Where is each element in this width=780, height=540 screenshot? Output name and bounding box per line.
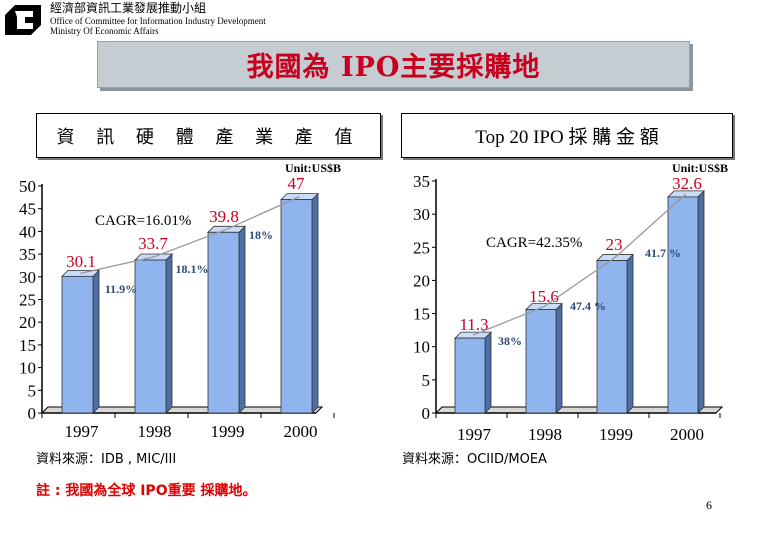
bar xyxy=(596,260,628,414)
bar xyxy=(134,259,167,414)
growth-rate-label: 47.4 % xyxy=(570,299,606,313)
org-name-en: Office of Committee for Information Indu… xyxy=(50,15,266,26)
bar-side xyxy=(165,253,173,414)
left-bar-chart: 0 5 10 15 20 25 30 35 40 45 50 Unit:US$B 1997 30.1 19… xyxy=(19,161,341,441)
x-tick-label: 1998 xyxy=(138,422,172,441)
footnote: 註 : 我國為全球 IPO重要 採購地。 xyxy=(36,483,257,499)
page-number: 6 xyxy=(706,498,712,512)
cagr-label: CAGR=42.35% xyxy=(486,235,582,251)
ministry-name: Ministry Of Economic Affairs xyxy=(50,26,159,37)
bar-side xyxy=(626,253,634,414)
right-bar-chart: 0 5 10 15 20 25 30 35 Unit:US$B 1997 11.3 1998 15.6… xyxy=(413,161,728,444)
growth-trend-line xyxy=(472,193,687,336)
x-tick-label: 1998 xyxy=(528,425,562,444)
growth-rate-label: 41.7 % xyxy=(645,246,681,260)
bar xyxy=(207,231,240,414)
bar-top xyxy=(280,193,319,201)
y-tick-label: 40 xyxy=(19,222,36,241)
committee-logo xyxy=(5,5,41,35)
y-tick-label: 10 xyxy=(413,338,430,357)
bar-side xyxy=(238,225,246,414)
bar-side xyxy=(92,269,100,414)
y-tick-label: 20 xyxy=(19,313,36,332)
title-banner: 我國為 IPO主要採購地 xyxy=(97,41,690,88)
data-label: 30.1 xyxy=(66,252,96,271)
data-label: 15.6 xyxy=(529,287,559,306)
left-chart-source: 資料來源：IDB , MIC/III xyxy=(36,452,177,467)
bar xyxy=(454,337,486,414)
org-name-zh: 經濟部資訊工業發展推動小組 xyxy=(50,1,207,15)
y-tick-label: 0 xyxy=(28,404,37,423)
bar xyxy=(280,199,313,414)
bar-top xyxy=(61,269,100,277)
bar-side xyxy=(555,302,563,414)
x-tick-label: 1999 xyxy=(211,422,245,441)
y-tick-label: 35 xyxy=(19,245,36,264)
bar xyxy=(61,275,94,414)
y-tick-label: 5 xyxy=(28,381,37,400)
organization-header: 經濟部資訊工業發展推動小組 Office of Committee for In… xyxy=(50,1,266,37)
data-label: 11.3 xyxy=(459,315,488,334)
cagr-label: CAGR=16.01% xyxy=(95,213,191,229)
y-tick-label: 20 xyxy=(413,271,430,290)
x-tick-label: 1997 xyxy=(65,422,100,441)
x-tick-label: 2000 xyxy=(670,425,704,444)
data-label: 32.6 xyxy=(672,174,702,193)
unit-label: Unit:US$B xyxy=(285,161,341,175)
y-tick-label: 30 xyxy=(19,268,36,287)
y-tick-label: 0 xyxy=(422,404,431,423)
bar-side xyxy=(311,192,319,414)
right-chart-source: 資料來源：OCIID/MOEA xyxy=(402,452,547,467)
bar xyxy=(525,309,557,414)
y-tick-label: 25 xyxy=(19,291,36,310)
growth-rate-label: 38% xyxy=(498,334,522,348)
bar-side xyxy=(484,331,492,414)
data-label: 47 xyxy=(288,174,306,193)
bar xyxy=(667,196,699,414)
data-label: 39.8 xyxy=(209,207,239,226)
y-tick-label: 50 xyxy=(19,177,36,196)
page-title: 我國為 IPO主要採購地 xyxy=(246,52,541,83)
y-tick-label: 5 xyxy=(422,371,431,390)
growth-trend-line xyxy=(80,196,300,274)
y-tick-label: 15 xyxy=(19,336,36,355)
growth-rate-label: 11.9% xyxy=(105,282,137,296)
growth-rate-label: 18% xyxy=(249,228,273,242)
x-tick-label: 2000 xyxy=(284,422,318,441)
growth-rate-label: 18.1% xyxy=(176,262,209,276)
data-label: 23 xyxy=(606,235,623,254)
y-tick-label: 35 xyxy=(413,172,430,191)
y-tick-label: 30 xyxy=(413,205,430,224)
y-tick-label: 25 xyxy=(413,238,430,257)
right-chart-title: Top 20 IPO 採 購 金 額 xyxy=(401,113,733,158)
x-tick-label: 1999 xyxy=(599,425,633,444)
unit-label: Unit:US$B xyxy=(672,161,728,175)
y-tick-label: 10 xyxy=(19,359,36,378)
left-chart-title: 資 訊 硬 體 產 業 產 值 xyxy=(36,113,381,158)
y-tick-label: 45 xyxy=(19,200,36,219)
x-tick-label: 1997 xyxy=(457,425,492,444)
data-label: 33.7 xyxy=(138,234,168,253)
y-tick-label: 15 xyxy=(413,305,430,324)
bar-side xyxy=(697,189,705,414)
